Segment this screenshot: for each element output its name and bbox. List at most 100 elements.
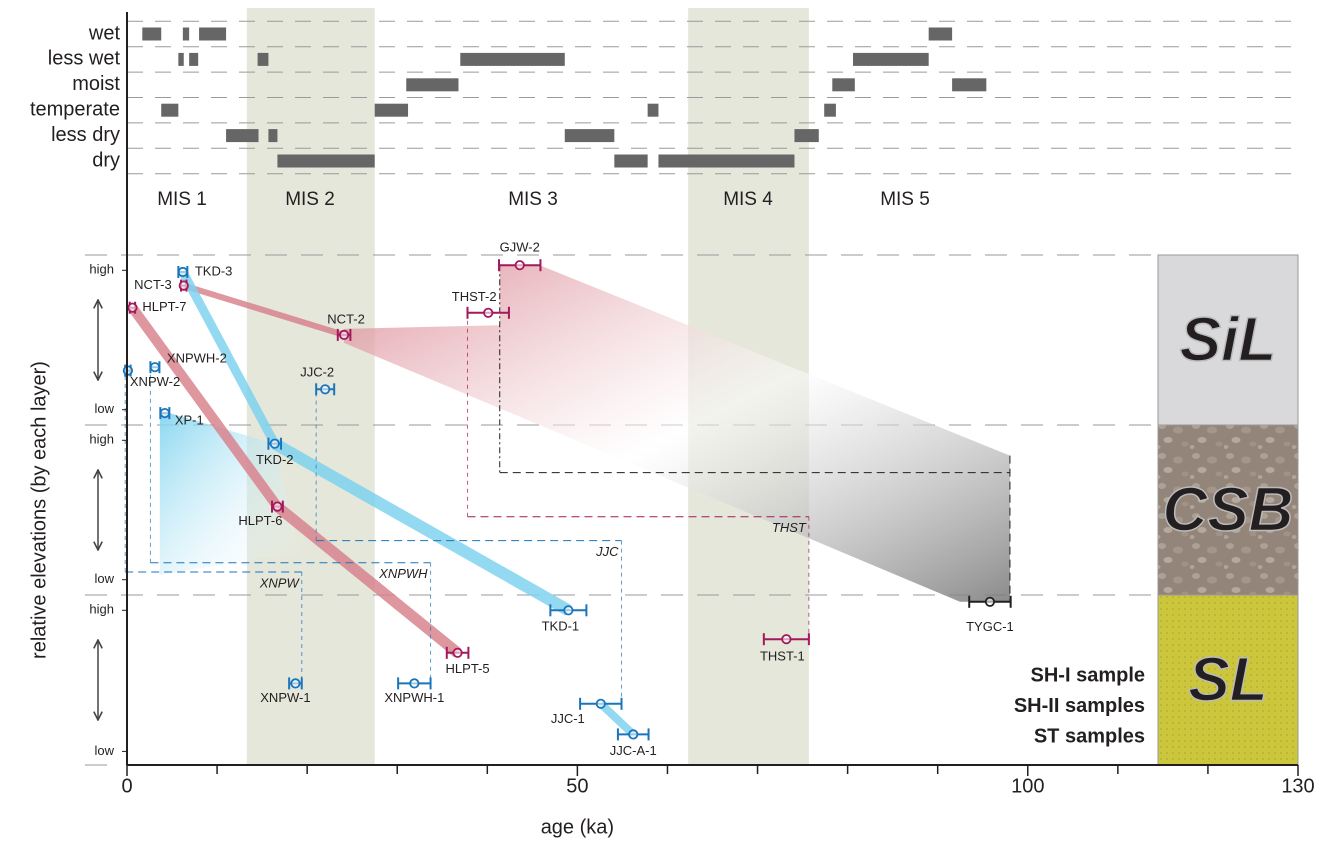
climate-level-label: temperate	[30, 98, 120, 120]
sample-label: XNPW-2	[130, 374, 180, 389]
x-tick-label: 130	[1281, 775, 1314, 797]
y-tick-label: low	[94, 571, 114, 586]
sample-point	[986, 598, 994, 606]
sample-label: THST-2	[452, 289, 497, 304]
stage-label: MIS 2	[285, 189, 335, 210]
y-tick-label: high	[89, 262, 114, 277]
fan-area	[344, 265, 1010, 602]
climate-bar	[824, 104, 836, 117]
sample-label: NCT-3	[134, 277, 172, 292]
sample-point	[271, 440, 279, 448]
sample-point	[161, 409, 169, 417]
climate-level-label: less wet	[48, 48, 121, 70]
sample-label: XP-1	[175, 413, 204, 428]
climate-bar	[142, 28, 161, 41]
sample-label: GJW-2	[500, 240, 540, 255]
sample-point	[453, 649, 461, 657]
y-tick-label: high	[89, 602, 114, 617]
bracket-label: JJC	[595, 544, 619, 559]
climate-level-label: wet	[88, 22, 121, 44]
x-axis-title: age (ka)	[541, 816, 614, 838]
sample-point	[564, 606, 572, 614]
sample-point	[179, 268, 187, 276]
y-tick-label: low	[94, 743, 114, 758]
sample-point	[516, 261, 524, 269]
climate-bar	[258, 53, 269, 66]
sample-label: TKD-3	[195, 263, 233, 278]
climate-bar	[226, 129, 258, 142]
y-tick-label: low	[94, 401, 114, 416]
climate-bar	[406, 78, 458, 91]
sample-label: TKD-2	[256, 452, 294, 467]
legend-entry: ST samples	[1034, 725, 1145, 747]
sample-point	[151, 363, 159, 371]
climate-bar	[853, 53, 929, 66]
climate-bar	[832, 78, 855, 91]
climate-bar	[189, 53, 198, 66]
sample-point	[782, 635, 790, 643]
climate-bar	[929, 28, 952, 41]
x-tick-label: 0	[121, 775, 132, 797]
layer-name: SL	[1188, 645, 1267, 714]
sample-point	[321, 385, 329, 393]
climate-bar	[794, 129, 818, 142]
sample-point	[128, 304, 136, 312]
climate-bar	[199, 28, 226, 41]
sample-label: JJC-A-1	[610, 743, 657, 758]
climate-bar	[161, 104, 178, 117]
page-body: wet less wet moist temperate less dry dry MIS …	[0, 0, 1335, 846]
bracket-label: XNPW	[259, 575, 301, 590]
climate-bar	[460, 53, 564, 66]
sample-point	[410, 679, 418, 687]
sample-label: XNPWH-2	[167, 351, 227, 366]
climate-bar	[268, 129, 277, 142]
climate-bar	[178, 53, 183, 66]
shaded-period	[247, 8, 375, 765]
climate-bar	[183, 28, 189, 41]
sample-point	[484, 309, 492, 317]
sample-label: HLPT-6	[238, 513, 282, 528]
sample-label: TYGC-1	[966, 619, 1014, 634]
stage-label: MIS 4	[723, 189, 773, 210]
climate-level-label: less dry	[51, 124, 120, 146]
climate-bar	[658, 155, 794, 168]
bracket-label: XNPWH	[378, 566, 428, 581]
climate-bar	[565, 129, 615, 142]
sample-label: XNPW-1	[260, 690, 310, 705]
climate-bar	[277, 155, 374, 168]
sample-label: JJC-2	[300, 365, 334, 380]
climate-bar	[375, 104, 408, 117]
legend-entry: SH-I sample	[1031, 664, 1145, 686]
legend-entry: SH-II samples	[1014, 695, 1145, 717]
sample-label: XNPWH-1	[384, 690, 444, 705]
sample-label: TKD-1	[542, 619, 580, 634]
climate-level-label: dry	[92, 149, 120, 171]
sample-label: JJC-1	[551, 711, 585, 726]
sample-point	[597, 700, 605, 708]
y-tick-label: high	[89, 432, 114, 447]
sample-label: HLPT-7	[142, 299, 186, 314]
stage-label: MIS 3	[508, 189, 558, 210]
x-tick-label: 100	[1011, 775, 1044, 797]
sample-label: NCT-2	[327, 311, 365, 326]
stage-label: MIS 5	[880, 189, 930, 210]
sample-point	[180, 281, 188, 289]
sample-label: THST-1	[760, 649, 805, 664]
chart: wet less wet moist temperate less dry dry MIS …	[0, 0, 1335, 846]
climate-level-label: moist	[72, 73, 120, 95]
climate-bar	[648, 104, 659, 117]
y-axis-title: relative elevations (by each layer)	[28, 361, 50, 659]
climate-bar	[614, 155, 647, 168]
stage-label: MIS 1	[157, 189, 207, 210]
x-tick-label: 50	[566, 775, 588, 797]
layer-name: CSB	[1163, 475, 1294, 544]
sample-point	[340, 331, 348, 339]
sample-point	[273, 502, 281, 510]
climate-bar	[952, 78, 986, 91]
sample-point	[291, 679, 299, 687]
sample-point	[629, 730, 637, 738]
bracket-label: THST	[772, 520, 807, 535]
layer-name: SiL	[1180, 305, 1276, 374]
page: Age–elevation chart {"chart_data": {"typ…	[0, 0, 1335, 846]
sample-label: HLPT-5	[446, 661, 490, 676]
